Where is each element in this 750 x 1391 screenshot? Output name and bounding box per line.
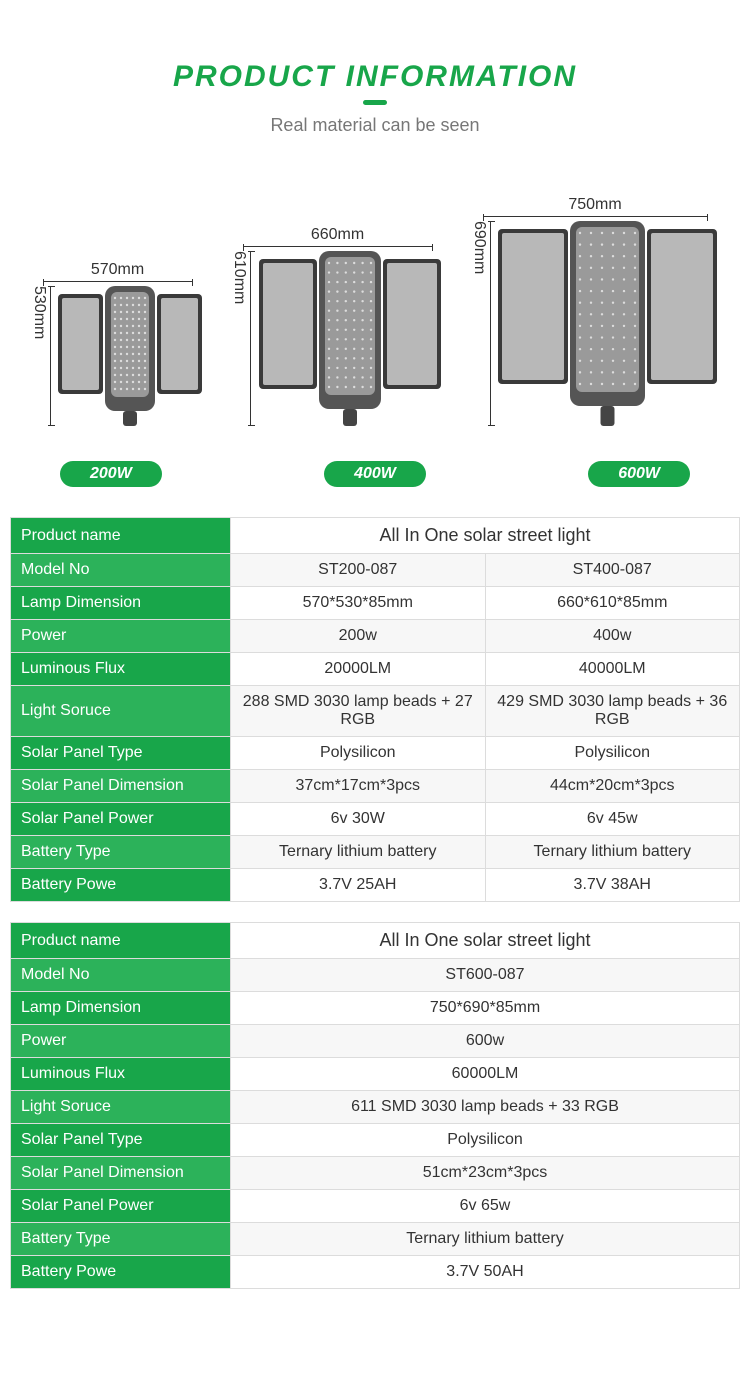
spec-label: Product name (11, 518, 231, 554)
spec-value: 200w (231, 620, 486, 653)
spec-label: Light Soruce (11, 686, 231, 737)
spec-label: Battery Powe (11, 1256, 231, 1289)
spec-value: 570*530*85mm (231, 587, 486, 620)
spec-label: Solar Panel Dimension (11, 770, 231, 803)
spec-value: 6v 45w (485, 803, 740, 836)
spec-value: Ternary lithium battery (231, 836, 486, 869)
spec-value: Ternary lithium battery (485, 836, 740, 869)
spec-value: 6v 65w (231, 1190, 740, 1223)
lamp-icon (495, 221, 720, 431)
spec-value: Polysilicon (231, 737, 486, 770)
dimension-row: 610mm (230, 251, 445, 431)
spec-label: Light Soruce (11, 1091, 231, 1124)
spec-label: Power (11, 1025, 231, 1058)
spec-value: 51cm*23cm*3pcs (231, 1157, 740, 1190)
spec-value: 429 SMD 3030 lamp beads + 36 RGB (485, 686, 740, 737)
spec-value: 611 SMD 3030 lamp beads + 33 RGB (231, 1091, 740, 1124)
dimension-width-line (243, 246, 433, 247)
spec-value: Polysilicon (485, 737, 740, 770)
dimension-height-line (50, 286, 51, 426)
lamp-icon (55, 286, 205, 431)
dimension-width-line (43, 281, 193, 282)
dimension-height: 530mm (30, 286, 51, 431)
dimension-row: 690mm (470, 221, 720, 431)
spec-label: Battery Type (11, 1223, 231, 1256)
spec-label: Solar Panel Power (11, 803, 231, 836)
dimension-width-line (483, 216, 708, 217)
dimension-width-label: 750mm (568, 196, 621, 214)
page-title: PRODUCT INFORMATION (0, 60, 750, 94)
spec-label: Battery Powe (11, 869, 231, 902)
spec-label: Solar Panel Type (11, 1124, 231, 1157)
spec-label: Luminous Flux (11, 1058, 231, 1091)
spec-label: Product name (11, 923, 231, 959)
spec-value: 600w (231, 1025, 740, 1058)
spec-label: Solar Panel Type (11, 737, 231, 770)
dimension-width-label: 570mm (91, 261, 144, 279)
spec-value: 660*610*85mm (485, 587, 740, 620)
dimension-box: 660mm 610mm (230, 226, 445, 431)
dimension-height: 610mm (230, 251, 251, 431)
spec-value: 6v 30W (231, 803, 486, 836)
dimension-box: 570mm 530mm (30, 261, 205, 431)
wattage-badge: 200W (60, 461, 162, 487)
spec-value: 37cm*17cm*3pcs (231, 770, 486, 803)
products-row: 570mm 530mm 660mm 610mm 750mm 690mm (0, 166, 750, 441)
spec-label: Solar Panel Power (11, 1190, 231, 1223)
spec-value: 3.7V 38AH (485, 869, 740, 902)
header-section: PRODUCT INFORMATION Real material can be… (0, 0, 750, 166)
dimension-height-label: 690mm (470, 221, 488, 426)
spec-label: Luminous Flux (11, 653, 231, 686)
spec-table-2: Product nameAll In One solar street ligh… (10, 922, 740, 1289)
spec-value: Ternary lithium battery (231, 1223, 740, 1256)
spec-label: Battery Type (11, 836, 231, 869)
spec-value: 40000LM (485, 653, 740, 686)
dimension-height-line (250, 251, 251, 426)
spec-value: 20000LM (231, 653, 486, 686)
spec-value: All In One solar street light (231, 923, 740, 959)
wattage-badge: 400W (324, 461, 426, 487)
spec-label: Model No (11, 554, 231, 587)
spec-value: 288 SMD 3030 lamp beads + 27 RGB (231, 686, 486, 737)
wattage-badge: 600W (588, 461, 690, 487)
badge-row: 200W 400W 600W (0, 441, 750, 517)
spec-value: ST600-087 (231, 959, 740, 992)
spec-label: Solar Panel Dimension (11, 1157, 231, 1190)
spec-value: ST400-087 (485, 554, 740, 587)
dimension-box: 750mm 690mm (470, 196, 720, 431)
dimension-height-label: 610mm (230, 251, 248, 426)
spec-value: 60000LM (231, 1058, 740, 1091)
spec-label: Power (11, 620, 231, 653)
spec-label: Lamp Dimension (11, 587, 231, 620)
dimension-width-label: 660mm (311, 226, 364, 244)
dimension-row: 530mm (30, 286, 205, 431)
spec-value: 3.7V 50AH (231, 1256, 740, 1289)
lamp-icon (255, 251, 445, 431)
spec-label: Lamp Dimension (11, 992, 231, 1025)
spec-value: All In One solar street light (231, 518, 740, 554)
spec-value: 750*690*85mm (231, 992, 740, 1025)
spec-value: 3.7V 25AH (231, 869, 486, 902)
product-block: 750mm 690mm (470, 196, 720, 431)
spec-value: 400w (485, 620, 740, 653)
spec-value: ST200-087 (231, 554, 486, 587)
dimension-height-label: 530mm (30, 286, 48, 426)
page-subtitle: Real material can be seen (0, 115, 750, 136)
product-block: 660mm 610mm (230, 226, 445, 431)
product-block: 570mm 530mm (30, 261, 205, 431)
dimension-height: 690mm (470, 221, 491, 431)
dimension-height-line (490, 221, 491, 426)
title-underline (363, 100, 387, 105)
spec-label: Model No (11, 959, 231, 992)
spec-table-1: Product nameAll In One solar street ligh… (10, 517, 740, 902)
spec-value: Polysilicon (231, 1124, 740, 1157)
spec-value: 44cm*20cm*3pcs (485, 770, 740, 803)
